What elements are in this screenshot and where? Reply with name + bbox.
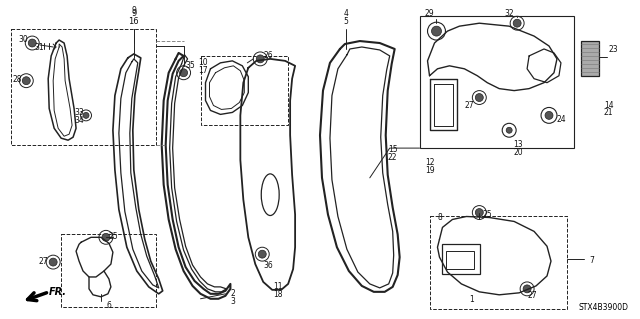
Circle shape xyxy=(28,39,36,47)
Text: 35: 35 xyxy=(186,61,195,70)
Text: 14: 14 xyxy=(604,100,613,109)
Text: 1: 1 xyxy=(469,295,474,304)
Text: 15: 15 xyxy=(388,145,397,154)
Text: 20: 20 xyxy=(513,148,523,157)
Bar xyxy=(442,244,480,274)
Text: 22: 22 xyxy=(388,153,397,162)
Text: 30: 30 xyxy=(19,35,28,44)
Text: 8: 8 xyxy=(437,212,442,221)
Text: 16: 16 xyxy=(129,17,139,26)
Text: 27: 27 xyxy=(527,291,537,300)
Text: 26: 26 xyxy=(264,51,273,60)
Circle shape xyxy=(476,209,483,217)
Circle shape xyxy=(545,111,553,119)
Circle shape xyxy=(256,55,264,63)
Text: 32: 32 xyxy=(504,9,514,18)
Ellipse shape xyxy=(261,174,279,216)
Text: 33: 33 xyxy=(74,108,84,117)
Text: 12: 12 xyxy=(425,158,435,167)
Text: 27: 27 xyxy=(38,257,48,266)
Text: 29: 29 xyxy=(425,9,435,18)
Text: 25: 25 xyxy=(483,210,492,219)
Bar xyxy=(447,251,474,269)
Circle shape xyxy=(476,93,483,101)
Text: 4: 4 xyxy=(344,9,348,18)
Circle shape xyxy=(102,234,110,241)
Text: 7: 7 xyxy=(589,256,594,265)
Text: 23: 23 xyxy=(609,45,618,54)
Text: 25: 25 xyxy=(108,232,118,241)
Bar xyxy=(581,41,599,76)
Bar xyxy=(429,217,567,309)
Text: 2: 2 xyxy=(230,289,235,298)
Text: 3: 3 xyxy=(230,297,235,306)
Text: 9: 9 xyxy=(131,9,136,18)
Bar xyxy=(420,16,574,148)
Circle shape xyxy=(83,112,89,118)
Circle shape xyxy=(259,250,266,258)
Text: STX4B3900D: STX4B3900D xyxy=(579,303,628,312)
Text: 10: 10 xyxy=(198,58,209,67)
Text: 17: 17 xyxy=(198,66,209,75)
Text: 31: 31 xyxy=(35,43,44,52)
Circle shape xyxy=(431,26,442,36)
Bar xyxy=(61,234,156,307)
Circle shape xyxy=(541,108,557,123)
Text: 13: 13 xyxy=(513,140,523,149)
Text: 24: 24 xyxy=(557,115,566,124)
Circle shape xyxy=(49,258,57,266)
Circle shape xyxy=(180,69,188,77)
Text: 11: 11 xyxy=(273,282,283,291)
Text: FR.: FR. xyxy=(49,287,67,297)
Bar xyxy=(200,56,288,125)
Text: 36: 36 xyxy=(263,261,273,270)
Text: 6: 6 xyxy=(106,301,111,310)
Circle shape xyxy=(22,77,30,85)
Text: 9: 9 xyxy=(131,6,136,15)
Text: 18: 18 xyxy=(273,290,283,299)
Circle shape xyxy=(523,285,531,293)
Circle shape xyxy=(502,123,516,137)
Text: 19: 19 xyxy=(425,166,435,175)
Circle shape xyxy=(513,19,521,27)
Text: 5: 5 xyxy=(344,17,348,26)
Text: 28: 28 xyxy=(13,75,22,84)
Text: 27: 27 xyxy=(465,100,474,109)
Bar xyxy=(12,29,156,145)
Text: 34: 34 xyxy=(74,116,84,125)
Text: 21: 21 xyxy=(604,108,613,117)
Circle shape xyxy=(506,127,512,133)
